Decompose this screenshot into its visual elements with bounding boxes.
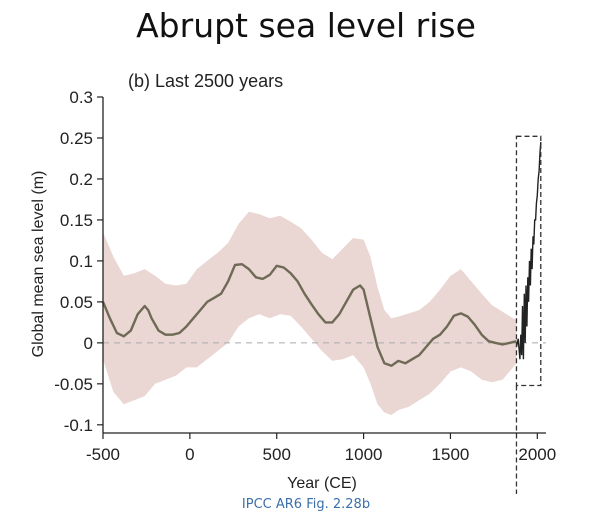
slide-title: Abrupt sea level rise bbox=[136, 6, 476, 45]
x-axis-title: Year (CE) bbox=[287, 475, 357, 492]
x-tick-label: 2000 bbox=[518, 445, 556, 464]
figure-caption: IPCC AR6 Fig. 2.28b bbox=[241, 497, 371, 512]
y-tick-label: 0.3 bbox=[69, 88, 93, 107]
y-tick-label: 0.15 bbox=[60, 211, 93, 230]
uncertainty-band-layer bbox=[103, 211, 517, 415]
y-tick-label: -0.05 bbox=[54, 375, 93, 394]
x-tick-label: 1000 bbox=[345, 445, 383, 464]
y-tick-label: 0 bbox=[84, 334, 93, 353]
y-tick-label: -0.1 bbox=[64, 416, 93, 435]
observed-record-line bbox=[515, 142, 542, 360]
x-tick-label: -500 bbox=[86, 445, 120, 464]
uncertainty-band bbox=[103, 211, 517, 415]
y-tick-label: 0.25 bbox=[60, 129, 93, 148]
annotation-layer bbox=[515, 135, 542, 494]
observed-record-layer bbox=[515, 142, 542, 360]
central-estimate-line bbox=[101, 263, 517, 367]
x-tick-label: 1500 bbox=[432, 445, 470, 464]
x-tick-label: 0 bbox=[185, 445, 194, 464]
x-tick-label: 500 bbox=[263, 445, 291, 464]
y-axis-title: Global mean sea level (m) bbox=[30, 171, 47, 358]
panel-title: (b) Last 2500 years bbox=[128, 71, 283, 91]
y-tick-label: 0.05 bbox=[60, 293, 93, 312]
tick-labels-layer: -0.1 -0.05 0 0.05 0.1 0.15 0.2 0.25 0.3 -500 0 500 1… bbox=[54, 88, 556, 464]
central-estimate-layer bbox=[101, 263, 517, 367]
y-tick-label: 0.2 bbox=[69, 170, 93, 189]
axes-layer bbox=[102, 97, 546, 434]
y-tick-label: 0.1 bbox=[69, 252, 93, 271]
highlight-box bbox=[515, 135, 542, 387]
